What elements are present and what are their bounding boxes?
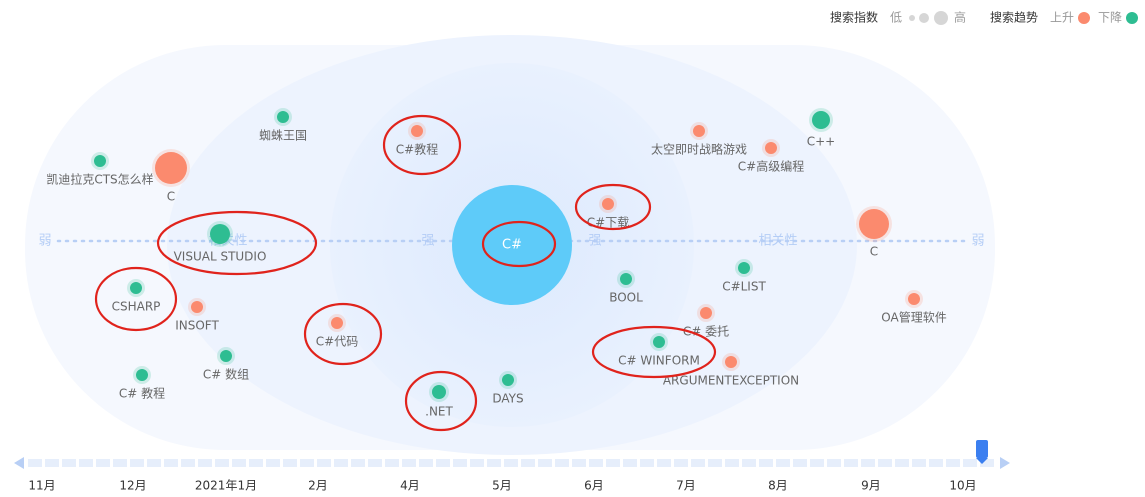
node-label[interactable]: .NET bbox=[425, 405, 453, 419]
month-label: 11月 bbox=[28, 479, 55, 493]
axis-label: 弱 bbox=[971, 234, 984, 249]
node-dot[interactable] bbox=[859, 209, 889, 239]
month-label: 2021年1月 bbox=[195, 479, 257, 493]
node-label[interactable]: C#LIST bbox=[722, 280, 766, 294]
axis-label: 相关性 bbox=[758, 234, 797, 249]
axis-labels: 弱相关性强强相关性弱 bbox=[38, 234, 984, 249]
node-label[interactable]: C bbox=[870, 245, 878, 259]
highlight bbox=[591, 325, 717, 379]
node-label[interactable]: BOOL bbox=[609, 291, 643, 305]
legend-size bbox=[919, 13, 929, 23]
timeline: 11月 12月 2021年1月 2月 4月 5月 6月 7月 8月 9月 10月 bbox=[14, 440, 1010, 493]
legend-size bbox=[909, 15, 915, 21]
legend-dot bbox=[1078, 12, 1090, 24]
node-dot[interactable] bbox=[765, 142, 777, 154]
node-dot[interactable] bbox=[738, 262, 750, 274]
node-dot[interactable] bbox=[191, 301, 203, 313]
node-label[interactable]: OA管理软件 bbox=[881, 310, 946, 325]
month-label: 8月 bbox=[768, 479, 788, 493]
month-label: 9月 bbox=[861, 479, 881, 493]
highlight bbox=[303, 302, 383, 366]
legend-size bbox=[934, 11, 948, 25]
node-label[interactable]: C#教程 bbox=[396, 142, 438, 157]
node-dot[interactable] bbox=[620, 273, 632, 285]
highlight bbox=[382, 114, 462, 176]
node-dot[interactable] bbox=[136, 369, 148, 381]
legend: 搜索指数 低 高 搜索趋势 上升 下降 bbox=[830, 10, 1138, 25]
legend-low: 低 bbox=[890, 11, 902, 25]
legend-high: 高 bbox=[954, 10, 966, 25]
highlight bbox=[94, 266, 178, 332]
axis-label: 强 bbox=[421, 234, 434, 249]
node-label[interactable]: C# 教程 bbox=[119, 386, 165, 401]
node-label[interactable]: 太空即时战略游戏 bbox=[651, 142, 747, 157]
legend-down: 下降 bbox=[1098, 11, 1122, 25]
timeline-next bbox=[1000, 457, 1010, 469]
month-label: 10月 bbox=[949, 479, 976, 493]
month-label: 12月 bbox=[119, 479, 146, 493]
highlight bbox=[481, 220, 557, 268]
node-dot[interactable] bbox=[130, 282, 142, 294]
node-label[interactable]: C# WINFORM bbox=[618, 354, 700, 368]
node-label[interactable]: C# 委托 bbox=[683, 325, 729, 339]
highlight bbox=[156, 210, 318, 276]
month-label: 6月 bbox=[584, 479, 604, 493]
axis-label: 弱 bbox=[38, 234, 51, 249]
axis-label: 强 bbox=[588, 234, 601, 249]
node-label[interactable]: DAYS bbox=[492, 392, 523, 406]
center-label: C# bbox=[502, 238, 522, 253]
node-label[interactable]: 蜘蛛王国 bbox=[259, 128, 307, 143]
center-bubble bbox=[452, 185, 572, 305]
node-dot[interactable] bbox=[725, 356, 737, 368]
highlight bbox=[574, 183, 652, 231]
node-dot[interactable] bbox=[693, 125, 705, 137]
node-dot[interactable] bbox=[331, 317, 343, 329]
node-dot[interactable] bbox=[155, 152, 187, 184]
annotations bbox=[94, 114, 717, 432]
node-label[interactable]: C#高级编程 bbox=[738, 159, 804, 174]
node-dot[interactable] bbox=[94, 155, 106, 167]
node-dot[interactable] bbox=[502, 374, 514, 386]
node-label[interactable]: C# 数组 bbox=[203, 367, 249, 382]
node-label[interactable]: VISUAL STUDIO bbox=[174, 250, 267, 264]
node-label[interactable]: CSHARP bbox=[112, 300, 161, 314]
month-label: 4月 bbox=[400, 479, 420, 493]
node-dot[interactable] bbox=[908, 293, 920, 305]
node-dot[interactable] bbox=[210, 224, 230, 244]
month-label: 7月 bbox=[676, 479, 696, 493]
legend-title: 搜索指数 bbox=[830, 10, 878, 25]
node-label[interactable]: ARGUMENTEXCEPTION bbox=[663, 374, 799, 388]
highlight bbox=[404, 370, 478, 432]
node-label[interactable]: INSOFT bbox=[175, 319, 219, 333]
node-dot[interactable] bbox=[220, 350, 232, 362]
node-dot[interactable] bbox=[700, 307, 712, 319]
node-label[interactable]: C++ bbox=[807, 135, 836, 149]
node-dot[interactable] bbox=[432, 385, 446, 399]
node-dot[interactable] bbox=[411, 125, 423, 137]
node-dot[interactable] bbox=[653, 336, 665, 348]
node-dot[interactable] bbox=[277, 111, 289, 123]
node-dot[interactable] bbox=[602, 198, 614, 210]
timeline-handle[interactable] bbox=[976, 440, 988, 458]
month-label: 2月 bbox=[308, 479, 328, 493]
legend-dot bbox=[1126, 12, 1138, 24]
legend-title: 搜索趋势 bbox=[990, 10, 1038, 25]
timeline-handle bbox=[976, 458, 988, 464]
month-label: 5月 bbox=[492, 479, 512, 493]
timeline-labels: 11月 12月 2021年1月 2月 4月 5月 6月 7月 8月 9月 10月 bbox=[28, 479, 976, 493]
node-label[interactable]: C#代码 bbox=[316, 335, 358, 349]
timeline-prev[interactable] bbox=[14, 457, 24, 469]
legend-up: 上升 bbox=[1050, 11, 1074, 25]
node-label[interactable]: C bbox=[167, 190, 175, 204]
node-label[interactable]: 凯迪拉克CTS怎么样 bbox=[46, 172, 153, 187]
node-dot[interactable] bbox=[812, 111, 830, 129]
